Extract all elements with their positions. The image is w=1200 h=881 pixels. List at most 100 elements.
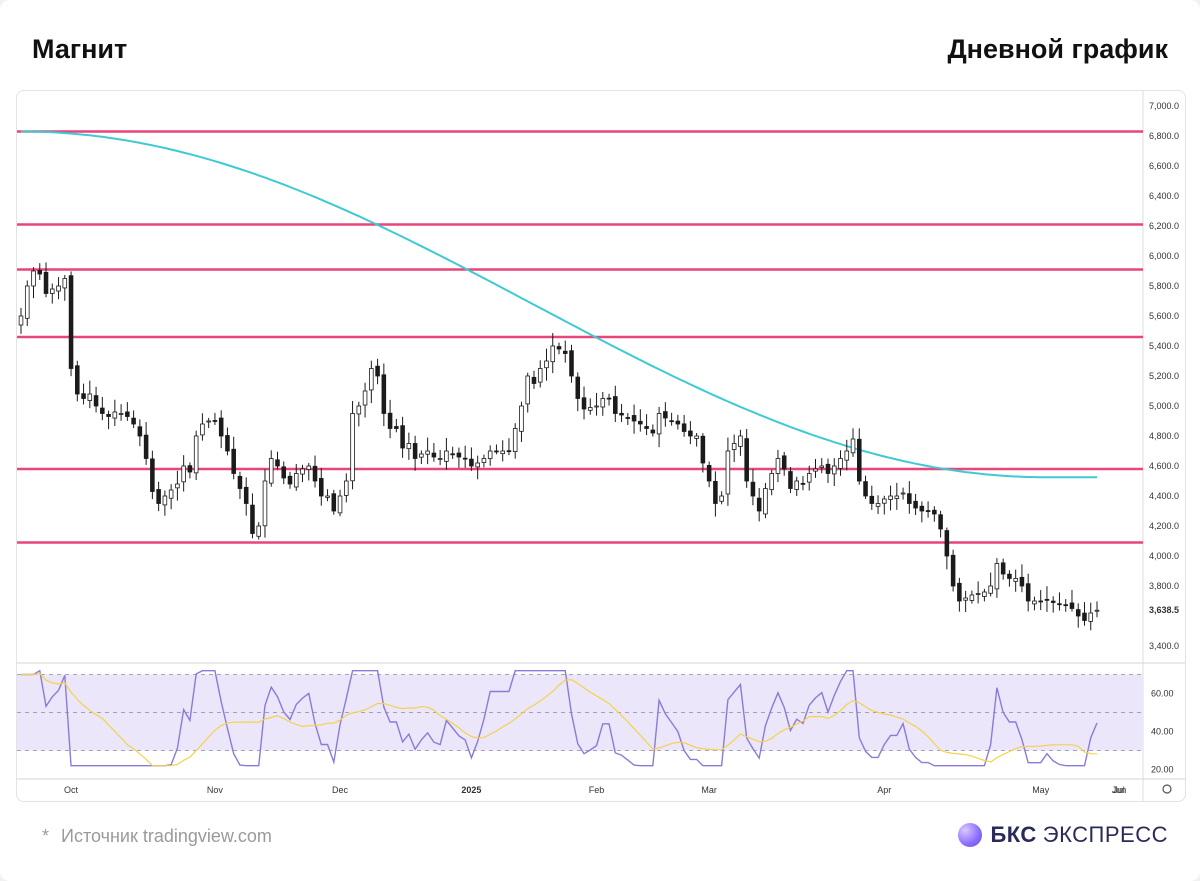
candle-body [1007, 573, 1012, 579]
candle-body [663, 411, 668, 419]
candle-body [137, 426, 143, 437]
candle-body [1088, 612, 1094, 622]
x-tick-label: Oct [64, 785, 79, 795]
y-tick-label: 5,200.0 [1149, 371, 1179, 381]
candle-body [913, 500, 918, 509]
candle-body [731, 443, 737, 450]
candle-body [456, 452, 462, 458]
candle-body [562, 350, 568, 354]
candle-body [869, 495, 875, 504]
y-tick-label: 4,400.0 [1149, 491, 1179, 501]
candle-body [750, 481, 756, 497]
candle-body [575, 376, 581, 399]
candle-body [813, 468, 818, 472]
y-tick-label: 5,800.0 [1149, 281, 1179, 291]
candle-body [1019, 576, 1025, 587]
x-tick-label: Jun [1112, 785, 1127, 795]
candle-body [888, 495, 893, 500]
candle-body [625, 417, 631, 419]
candle-body [982, 591, 987, 597]
candle-body [118, 413, 124, 415]
candle-body [193, 435, 199, 474]
candle-body [519, 405, 524, 432]
candle-body [769, 473, 774, 490]
candle-body [788, 471, 793, 489]
candle-body [994, 563, 1000, 590]
candle-body [838, 458, 843, 469]
rsi-tick-label: 60.00 [1151, 689, 1174, 699]
candle-body [844, 450, 850, 461]
candle-body [875, 503, 881, 507]
candle-body [588, 407, 593, 411]
y-tick-label: 4,200.0 [1149, 521, 1179, 531]
candle-body [162, 495, 168, 506]
candle-body [938, 514, 943, 530]
candle-body [831, 465, 837, 475]
candle-body [581, 397, 587, 410]
candle-body [243, 486, 249, 504]
candle-body [168, 489, 174, 499]
last-price-label: 3,638.5 [1149, 605, 1179, 615]
y-tick-label: 5,600.0 [1149, 311, 1179, 321]
candle-body [650, 429, 656, 434]
candle-body [444, 450, 449, 462]
candle-body [569, 350, 574, 377]
candle-body [1000, 562, 1006, 575]
candle-body [713, 481, 718, 504]
candle-body [550, 345, 556, 363]
settings-gear-icon [1162, 784, 1172, 794]
x-tick-label: Dec [332, 785, 349, 795]
candle-body [925, 510, 931, 512]
candle-body [387, 412, 393, 429]
y-tick-label: 5,400.0 [1149, 341, 1179, 351]
candle-body [700, 435, 706, 464]
candle-body [112, 411, 118, 419]
candle-body [100, 407, 105, 414]
brand-text: БКС ЭКСПРЕСС [990, 822, 1168, 848]
candle-body [1038, 600, 1043, 603]
candle-body [525, 375, 530, 405]
candle-body [756, 497, 762, 512]
candle-body [43, 271, 49, 294]
candle-body [75, 365, 80, 395]
brand-bold: БКС [990, 822, 1037, 847]
candle-body [1044, 598, 1050, 601]
y-tick-label: 6,600.0 [1149, 161, 1179, 171]
candle-body [369, 368, 374, 391]
candle-body [431, 452, 437, 458]
candle-body [738, 435, 743, 447]
y-tick-label: 6,000.0 [1149, 251, 1179, 261]
y-tick-label: 4,600.0 [1149, 461, 1179, 471]
candle-body [963, 597, 968, 601]
candle-body [494, 450, 499, 453]
candle-body [18, 315, 24, 326]
page-title: Магнит [32, 34, 128, 64]
candle-body [644, 426, 649, 429]
candle-body [200, 423, 205, 436]
candle-body [544, 360, 549, 369]
candle-body [594, 405, 599, 408]
candle-body [231, 448, 236, 474]
candle-body [256, 525, 261, 537]
candle-body [894, 495, 900, 499]
candle-body [706, 465, 712, 482]
candle-body [344, 480, 349, 496]
candle-body [950, 554, 956, 587]
candle-body [500, 450, 505, 455]
brand-sphere-icon [958, 823, 983, 847]
y-tick-label: 7,000.0 [1149, 101, 1179, 111]
y-tick-label: 3,400.0 [1149, 641, 1179, 651]
candle-body [106, 413, 111, 417]
candle-body [350, 413, 355, 482]
candle-body [87, 393, 93, 401]
candle-body [512, 428, 518, 452]
x-tick-label: May [1032, 785, 1050, 795]
x-tick-label: Mar [701, 785, 717, 795]
brand-rest: ЭКСПРЕСС [1042, 822, 1168, 847]
candle-body [819, 465, 825, 468]
candle-body [988, 585, 993, 594]
candle-body [481, 458, 487, 463]
candle-body [56, 285, 61, 292]
candle-body [775, 458, 781, 474]
